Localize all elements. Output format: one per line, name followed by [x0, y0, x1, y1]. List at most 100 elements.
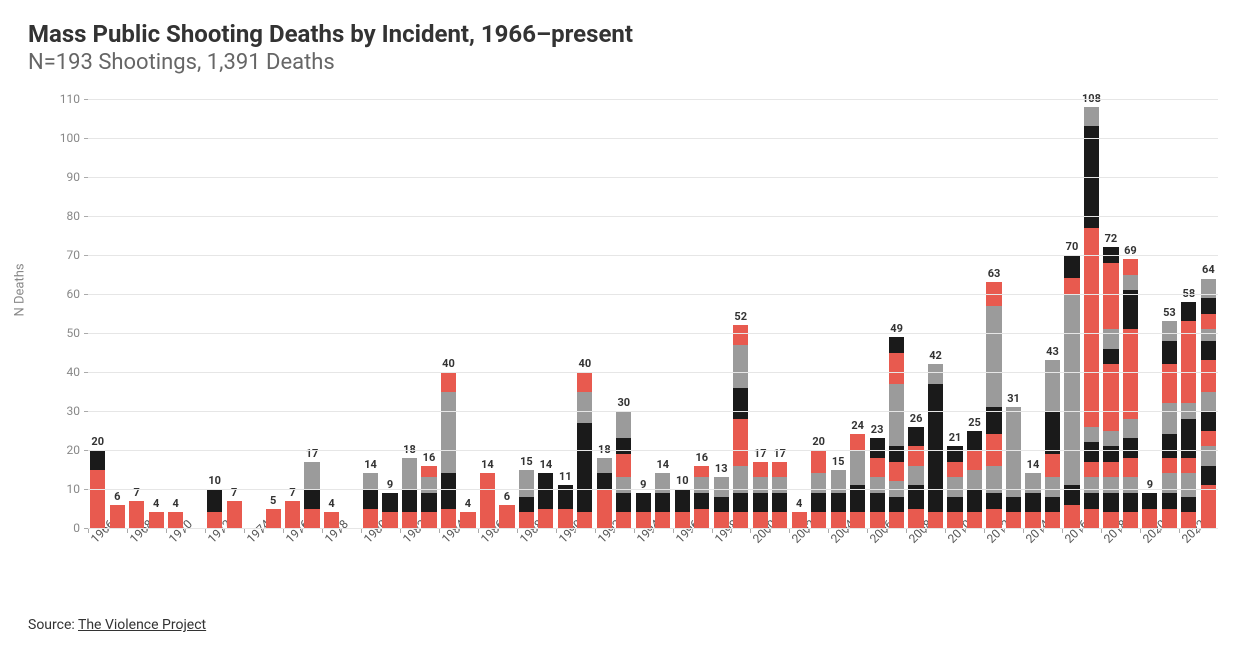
year-column: 200017 — [750, 99, 769, 528]
bar-segment — [441, 392, 456, 474]
bar-stack — [908, 427, 923, 528]
chart-container: N Deaths 1966206196874197041972107197451… — [28, 89, 1228, 589]
bar-segment — [616, 512, 631, 528]
bar-segment — [421, 477, 436, 493]
source-link[interactable]: The Violence Project — [78, 617, 206, 633]
bar-segment — [733, 419, 748, 466]
bar-total-label: 24 — [851, 419, 864, 432]
bar-segment — [1123, 275, 1138, 291]
bar-segment — [304, 489, 319, 508]
bar-segment — [870, 477, 885, 493]
bar-segment — [1201, 341, 1216, 360]
bar-segment — [1201, 329, 1216, 341]
bar-segment — [889, 497, 904, 513]
bar-segment — [636, 493, 651, 512]
bar-segment — [227, 501, 242, 528]
bar-segment — [1142, 509, 1157, 528]
bar-segment — [1162, 341, 1177, 364]
bar-stack — [928, 364, 943, 528]
bar-segment — [1162, 509, 1177, 528]
bar-segment — [928, 364, 943, 383]
bar-stack — [694, 466, 709, 528]
year-column: 31 — [1004, 99, 1023, 528]
year-column: 24 — [848, 99, 867, 528]
bar-segment — [363, 489, 378, 508]
bar-segment — [655, 512, 670, 528]
year-column: 19704 — [166, 99, 185, 528]
bar-segment — [831, 512, 846, 528]
bar-total-label: 4 — [465, 497, 471, 510]
y-tick-label: 30 — [67, 404, 81, 418]
bar-segment — [1181, 419, 1196, 458]
bar-segment — [382, 512, 397, 528]
bar-segment — [675, 489, 690, 512]
bar-segment — [908, 509, 923, 528]
bar-segment — [986, 509, 1001, 528]
bar-stack — [772, 462, 787, 528]
bar-segment — [889, 353, 904, 384]
bar-stack — [714, 477, 729, 528]
year-column: 198440 — [439, 99, 458, 528]
bar-stack — [1162, 321, 1177, 528]
bar-segment — [1201, 279, 1216, 298]
bar-total-label: 14 — [1027, 458, 1040, 471]
grid-line — [88, 333, 1218, 334]
year-column: 4 — [146, 99, 165, 528]
bar-segment — [655, 493, 670, 512]
bar-stack — [207, 489, 222, 528]
year-column: 5 — [263, 99, 282, 528]
year-column: 198815 — [517, 99, 536, 528]
bar-stack — [636, 493, 651, 528]
bar-stack — [168, 512, 183, 528]
bar-segment — [889, 462, 904, 481]
bar-stack — [538, 473, 553, 528]
year-column: 200623 — [867, 99, 886, 528]
bar-total-label: 7 — [231, 486, 237, 499]
bar-total-label: 30 — [618, 396, 631, 409]
year-column: 20024 — [789, 99, 808, 528]
bar-total-label: 17 — [306, 447, 319, 460]
bar-stack — [870, 438, 885, 528]
bar-total-label: 23 — [871, 423, 884, 436]
bar-segment — [1123, 493, 1138, 512]
bar-segment — [694, 477, 709, 493]
bar-segment — [714, 497, 729, 513]
year-column: 201414 — [1023, 99, 1042, 528]
bar-segment — [811, 450, 826, 473]
year-column: 17 — [770, 99, 789, 528]
bar-segment — [1162, 434, 1177, 457]
bar-segment — [460, 512, 475, 528]
bar-segment — [1162, 321, 1177, 340]
bar-segment — [558, 509, 573, 528]
bar-segment — [1162, 403, 1177, 434]
bar-total-label: 6 — [114, 490, 120, 503]
y-tick-mark — [84, 294, 88, 295]
bar-stack — [792, 512, 807, 528]
grid-line — [88, 372, 1218, 373]
bar-stack — [1064, 255, 1079, 528]
bar-total-label: 10 — [208, 474, 221, 487]
y-tick-mark — [84, 411, 88, 412]
bar-segment — [694, 466, 709, 478]
bar-segment — [304, 462, 319, 489]
bar-total-label: 40 — [579, 357, 592, 370]
bar-segment — [577, 512, 592, 528]
year-column: 16 — [419, 99, 438, 528]
bar-segment — [1064, 278, 1079, 294]
bar-stack — [1103, 247, 1118, 528]
bar-segment — [772, 477, 787, 493]
bar-stack — [616, 411, 631, 528]
bar-stack — [1025, 473, 1040, 528]
bar-stack — [1201, 278, 1216, 528]
bar-segment — [947, 512, 962, 528]
bar-segment — [850, 434, 865, 450]
bar-total-label: 31 — [1007, 392, 1020, 405]
bar-segment — [441, 509, 456, 529]
bar-segment — [1123, 290, 1138, 329]
year-column: 201872 — [1101, 99, 1120, 528]
bar-segment — [1162, 458, 1177, 474]
bar-segment — [1006, 497, 1021, 513]
bar-segment — [1201, 411, 1216, 430]
bar-stack — [967, 431, 982, 529]
bar-stack — [402, 458, 417, 528]
